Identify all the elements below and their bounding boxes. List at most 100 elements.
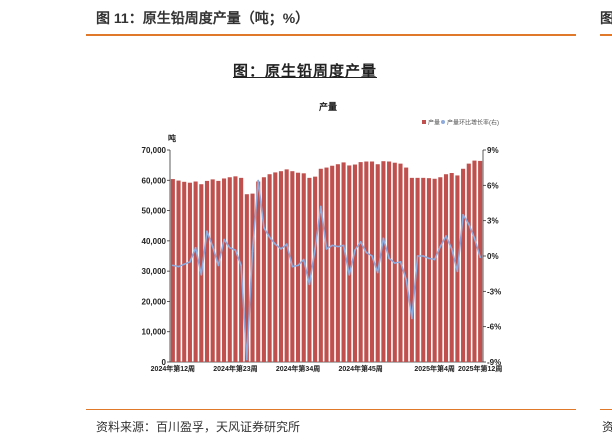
bar — [335, 164, 340, 362]
bar — [432, 178, 437, 362]
growth-point — [308, 283, 311, 286]
left-tick-label: 70,000 — [142, 146, 167, 155]
growth-point — [291, 265, 294, 268]
bar — [210, 179, 215, 362]
bar — [313, 176, 318, 362]
growth-point — [194, 246, 197, 249]
x-tick-label: 2024年第23周 — [213, 364, 257, 373]
bar — [278, 171, 284, 362]
bar — [375, 164, 380, 362]
growth-point — [337, 245, 339, 248]
growth-point — [399, 261, 402, 263]
chart-title: 产量 — [319, 101, 337, 112]
bar — [307, 177, 312, 362]
y-axis-label: 吨 — [168, 133, 176, 143]
bar — [438, 177, 443, 362]
x-tick-label: 2024年第34周 — [276, 364, 320, 373]
growth-point — [376, 271, 379, 274]
bar — [426, 178, 431, 362]
bar — [256, 181, 261, 362]
next-header-divider — [600, 34, 612, 36]
growth-point — [388, 257, 390, 260]
growth-point — [439, 245, 442, 248]
left-tick-label: 10,000 — [142, 328, 167, 337]
figure-title: 图 11：原生铅周度产量（吨；%） — [96, 10, 310, 26]
x-tick-label: 2024年第12周 — [151, 364, 195, 373]
growth-line-series — [171, 179, 482, 361]
bar — [244, 194, 249, 362]
bar — [352, 164, 358, 362]
growth-point — [251, 250, 254, 253]
growth-point — [342, 244, 345, 247]
bar — [409, 177, 414, 362]
growth-point — [171, 264, 174, 267]
bar — [381, 161, 386, 362]
growth-point — [422, 255, 425, 257]
growth-point — [479, 256, 482, 259]
growth-point — [297, 264, 299, 267]
bar — [222, 178, 227, 362]
growth-point — [473, 237, 476, 240]
growth-point — [223, 238, 225, 241]
left-tick-label: 60,000 — [142, 176, 167, 185]
left-tick-label: 0 — [162, 358, 167, 367]
growth-point — [217, 264, 220, 267]
growth-point — [433, 258, 436, 261]
growth-point — [245, 358, 248, 361]
bar — [261, 177, 266, 362]
growth-point — [211, 245, 214, 248]
bar — [176, 180, 181, 362]
growth-point — [314, 248, 316, 250]
source-note: 资料来源：百川盈孚，天风证券研究所 — [96, 420, 301, 434]
growth-point — [200, 273, 203, 276]
right-tick-label: 9% — [487, 146, 499, 155]
growth-point — [428, 257, 430, 260]
growth-point — [416, 255, 419, 257]
bar — [273, 172, 278, 362]
right-tick-label: -9% — [487, 358, 501, 367]
growth-point — [206, 230, 208, 233]
growth-point — [285, 243, 288, 246]
legend-label-bars: 产量 — [428, 119, 440, 127]
growth-point — [393, 262, 396, 264]
bar — [233, 176, 238, 362]
bar — [347, 165, 352, 362]
growth-point — [268, 236, 271, 239]
growth-point — [263, 226, 265, 229]
bar — [267, 174, 272, 362]
bar — [204, 180, 210, 362]
bar — [227, 177, 232, 362]
growth-point — [467, 223, 470, 226]
next-figure-title-fragment: 图 — [600, 10, 612, 26]
bar — [301, 173, 306, 362]
bar — [472, 160, 477, 362]
right-tick-label: 6% — [487, 181, 499, 190]
bar — [461, 168, 466, 362]
growth-point — [411, 317, 413, 320]
left-axis-ticks: 0 10,000 20,000 30,000 40,000 50,000 60,000 70,… — [142, 146, 170, 367]
x-axis-ticks: 2024年第12周 2024年第23周 2024年第34周 2024年第45周 2025… — [151, 364, 503, 373]
legend-label-line: 产量环比增长率(右) — [447, 119, 499, 127]
bar — [415, 177, 420, 362]
bar — [324, 167, 329, 362]
right-tick-label: 0% — [487, 252, 499, 261]
right-tick-label: -3% — [487, 287, 501, 296]
growth-point — [325, 248, 328, 250]
bar — [284, 169, 289, 362]
bar — [421, 177, 426, 362]
growth-point — [189, 261, 191, 263]
growth-point — [450, 248, 453, 250]
growth-point — [462, 213, 464, 216]
growth-point — [456, 270, 459, 273]
growth-point — [302, 258, 305, 261]
next-footer-divider — [600, 409, 612, 410]
legend: 产量 产量环比增长率(右) — [422, 119, 499, 127]
bar — [193, 181, 198, 362]
bar — [387, 161, 392, 362]
x-tick-label: 2025年第12周 — [458, 364, 502, 373]
growth-point — [382, 237, 385, 240]
footer-divider — [86, 409, 576, 410]
legend-swatch-bars — [422, 120, 426, 124]
bar — [187, 182, 192, 362]
growth-point — [183, 263, 186, 266]
